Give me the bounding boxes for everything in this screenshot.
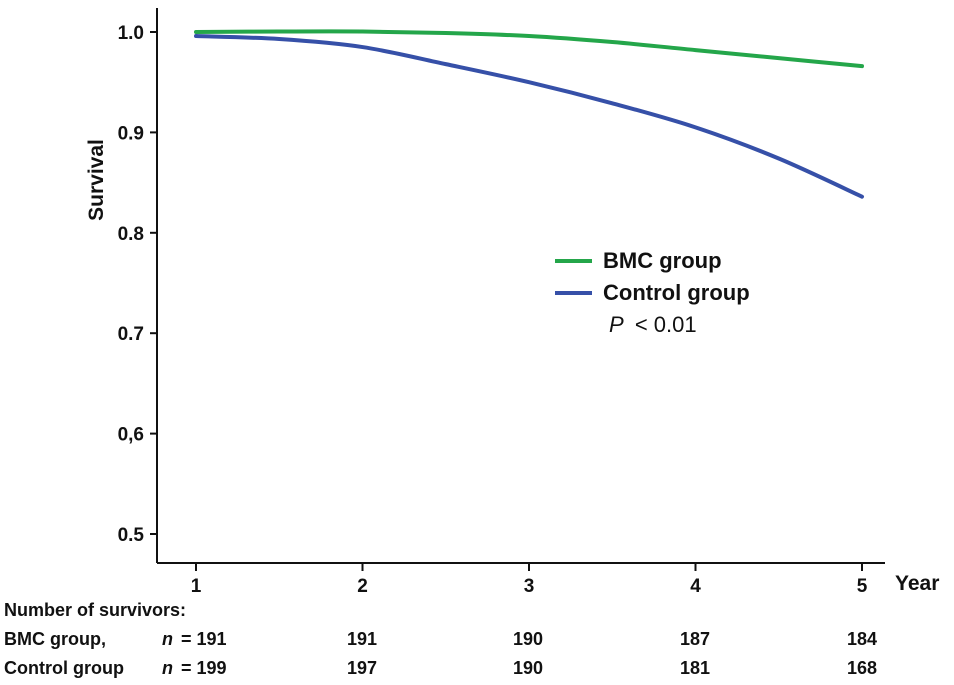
p-value: < 0.01 bbox=[635, 312, 697, 337]
legend: BMC group Control group P < 0.01 bbox=[555, 248, 750, 337]
p-symbol: P bbox=[609, 312, 624, 337]
y-tick-label: 0.7 bbox=[118, 324, 144, 345]
x-tick-label: 5 bbox=[857, 576, 868, 597]
y-tick-label: 0.9 bbox=[118, 123, 144, 144]
y-tick-label: 0.8 bbox=[118, 224, 144, 245]
x-tick-label: 3 bbox=[524, 576, 535, 597]
n-symbol: n bbox=[162, 629, 173, 649]
cell-bmc-year3: 190 bbox=[513, 629, 543, 649]
survivors-table: Number of survivors: BMC group, n = 191 … bbox=[4, 600, 877, 678]
n-value: = 191 bbox=[181, 629, 227, 649]
x-ticks: 1 2 3 4 5 bbox=[191, 563, 868, 597]
p-value-annotation: P < 0.01 bbox=[609, 312, 697, 337]
survivors-header: Number of survivors: bbox=[4, 600, 186, 620]
n-symbol: n bbox=[162, 658, 173, 678]
row-label-control: Control group bbox=[4, 658, 124, 678]
cell-bmc-year4: 187 bbox=[680, 629, 710, 649]
row-n-bmc: n = 191 bbox=[162, 629, 227, 649]
x-tick-label: 1 bbox=[191, 576, 202, 597]
y-axis-title: Survival bbox=[85, 139, 108, 221]
x-tick-label: 2 bbox=[357, 576, 368, 597]
cell-bmc-year5: 184 bbox=[847, 629, 877, 649]
legend-label-control: Control group bbox=[603, 280, 750, 305]
series-line-control bbox=[194, 34, 864, 199]
series-lines bbox=[194, 29, 864, 199]
y-tick-label: 0,6 bbox=[118, 425, 144, 446]
y-tick-label: 0.5 bbox=[118, 525, 145, 546]
cell-control-year2: 197 bbox=[347, 658, 377, 678]
y-tick-label: 1.0 bbox=[118, 23, 144, 44]
x-tick-label: 4 bbox=[690, 576, 701, 597]
cell-control-year5: 168 bbox=[847, 658, 877, 678]
legend-label-bmc: BMC group bbox=[603, 248, 722, 273]
n-value: = 199 bbox=[181, 658, 227, 678]
y-ticks: 0.5 0,6 0.7 0.8 0.9 1.0 bbox=[118, 23, 157, 546]
cell-control-year4: 181 bbox=[680, 658, 710, 678]
x-axis-title: Year bbox=[895, 572, 939, 595]
cell-control-year3: 190 bbox=[513, 658, 543, 678]
row-label-bmc: BMC group, bbox=[4, 629, 106, 649]
series-line-bmc bbox=[194, 29, 864, 69]
row-n-control: n = 199 bbox=[162, 658, 227, 678]
cell-bmc-year2: 191 bbox=[347, 629, 377, 649]
